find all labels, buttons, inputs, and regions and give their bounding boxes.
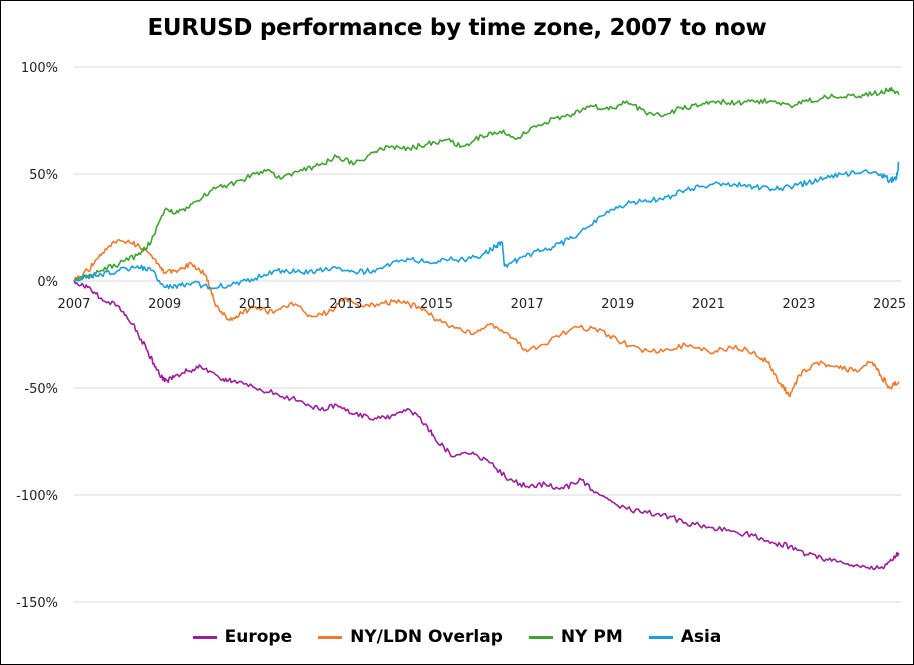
legend-swatch (648, 635, 673, 639)
series-line-europe (73, 280, 900, 571)
x-tick-label: 2015 (420, 297, 453, 312)
series-line-ny-pm (73, 86, 900, 283)
y-tick-label: -50% (24, 382, 58, 397)
x-tick-label: 2009 (148, 297, 181, 312)
x-tick-label: 2025 (873, 297, 906, 312)
chart-title: EURUSD performance by time zone, 2007 to… (147, 15, 767, 41)
legend-label: NY/LDN Overlap (350, 627, 503, 647)
legend-swatch (318, 635, 343, 639)
y-tick-label: 0% (37, 275, 58, 290)
legend-item: NY/LDN Overlap (318, 627, 503, 647)
legend-item: NY PM (528, 627, 623, 647)
x-tick-label: 2017 (511, 297, 544, 312)
x-tick-label: 2007 (57, 297, 90, 312)
grid-layer (74, 66, 901, 603)
legend-swatch (528, 635, 553, 639)
legend-label: Europe (224, 627, 293, 647)
y-tick-label: -100% (16, 489, 58, 504)
x-axis-ticks: 2007 2009 2011 2013 2015 2017 2019 2021 2023 2025 (57, 297, 906, 312)
legend-item: Asia (648, 627, 722, 647)
legend-item: Europe (192, 627, 293, 647)
legend: Europe NY/LDN Overlap NY PM Asia (1, 624, 913, 650)
x-tick-label: 2011 (239, 297, 272, 312)
series-line-ny-ldn-overlap (73, 239, 900, 398)
series-line-asia (73, 161, 900, 290)
y-tick-label: 100% (21, 61, 58, 76)
x-tick-label: 2023 (782, 297, 815, 312)
legend-label: NY PM (560, 627, 623, 647)
y-tick-label: -150% (16, 596, 58, 611)
series-layer (73, 86, 900, 571)
legend-label: Asia (680, 627, 722, 647)
x-tick-label: 2013 (329, 297, 362, 312)
legend-swatch (192, 635, 217, 639)
x-tick-label: 2021 (692, 297, 725, 312)
x-tick-label: 2019 (601, 297, 634, 312)
y-axis-ticks: 100% 50% 0% -50% -100% -150% (16, 61, 58, 611)
y-tick-label: 50% (29, 168, 58, 183)
